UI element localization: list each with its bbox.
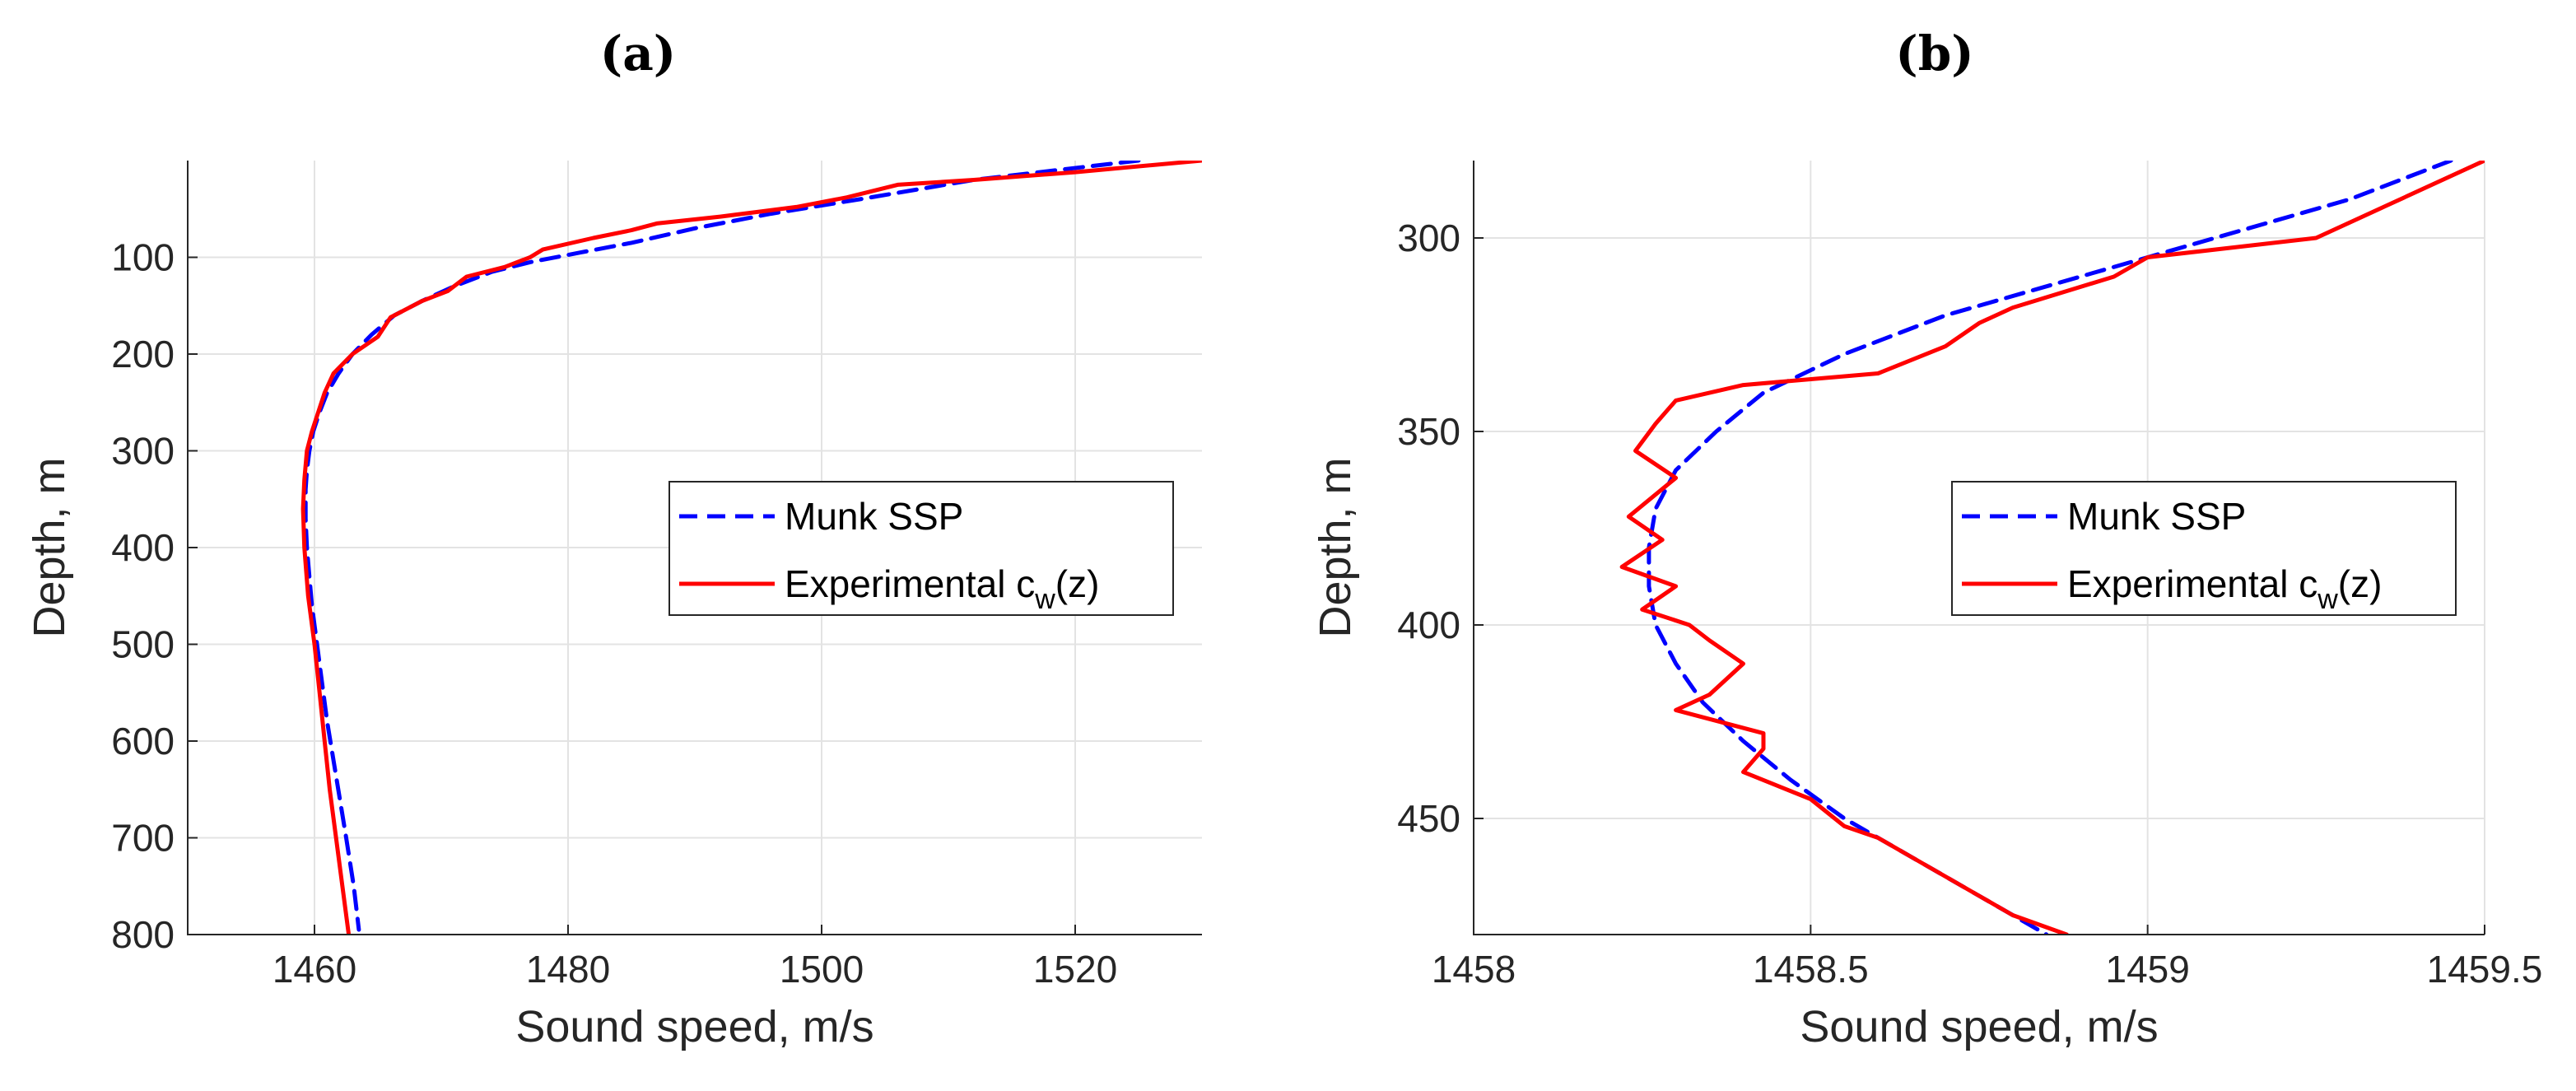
chart-panel-1: (b) 1458 1458.5 1459 1459.5 300 350 400 450 Sound… <box>1311 26 2542 1051</box>
x-axis-label: Sound speed, m/s <box>515 1002 873 1051</box>
legend-label-subscript: w <box>1034 584 1055 615</box>
panel-title: (b) <box>1895 26 1973 82</box>
legend-box <box>1951 481 2457 616</box>
x-tick-label: 1458 <box>1432 948 1516 991</box>
legend-munk-label: Munk SSP <box>785 495 963 538</box>
x-tick-label: 1480 <box>526 948 610 991</box>
x-tick-label: 1458.5 <box>1753 948 1869 991</box>
chart-panel-0: (a) 1460 1480 1500 1520 100 200 300 400 500 600 700… <box>25 26 1202 1051</box>
y-tick-label: 200 <box>111 333 175 375</box>
experimental-cw-line <box>1619 161 2485 935</box>
plot-area <box>1619 161 2485 935</box>
y-tick-label: 300 <box>111 430 175 473</box>
experimental-cw-line <box>300 161 1202 935</box>
x-axis-label: Sound speed, m/s <box>1800 1002 2158 1051</box>
panel-title: (a) <box>600 26 676 82</box>
legend-label-main: Experimental c <box>2067 562 2317 605</box>
y-tick-label: 400 <box>1397 604 1460 646</box>
y-tick-label: 350 <box>1397 410 1460 453</box>
x-tick-label: 1500 <box>780 948 864 991</box>
x-tick-label: 1459.5 <box>2427 948 2543 991</box>
legend-label-tail: (z) <box>1055 562 1100 605</box>
y-tick-label: 300 <box>1397 217 1460 259</box>
y-tick-label: 400 <box>111 526 175 569</box>
plot-area <box>300 161 1202 935</box>
y-tick-label: 800 <box>111 913 175 956</box>
y-tick-label: 100 <box>111 236 175 279</box>
y-axis-label: Depth, m <box>1311 457 1360 637</box>
legend-box <box>668 481 1174 616</box>
legend-munk-label: Munk SSP <box>2067 495 2246 538</box>
legend-label-tail: (z) <box>2338 562 2383 605</box>
y-tick-label: 450 <box>1397 797 1460 840</box>
x-tick-label: 1460 <box>273 948 356 991</box>
x-tick-label: 1520 <box>1033 948 1117 991</box>
y-axis-label: Depth, m <box>25 457 74 637</box>
legend-experimental-label: Experimental cw(z) <box>785 562 1099 615</box>
legend-label-subscript: w <box>2317 584 2338 615</box>
legend: Munk SSP Experimental cw(z) <box>668 481 1174 616</box>
x-tick-label: 1459 <box>2105 948 2189 991</box>
y-tick-label: 600 <box>111 720 175 762</box>
legend: Munk SSP Experimental cw(z) <box>1951 481 2457 616</box>
y-tick-label: 500 <box>111 623 175 666</box>
y-tick-label: 700 <box>111 817 175 860</box>
legend-experimental-label: Experimental cw(z) <box>2067 562 2382 615</box>
legend-label-main: Experimental c <box>785 562 1035 605</box>
